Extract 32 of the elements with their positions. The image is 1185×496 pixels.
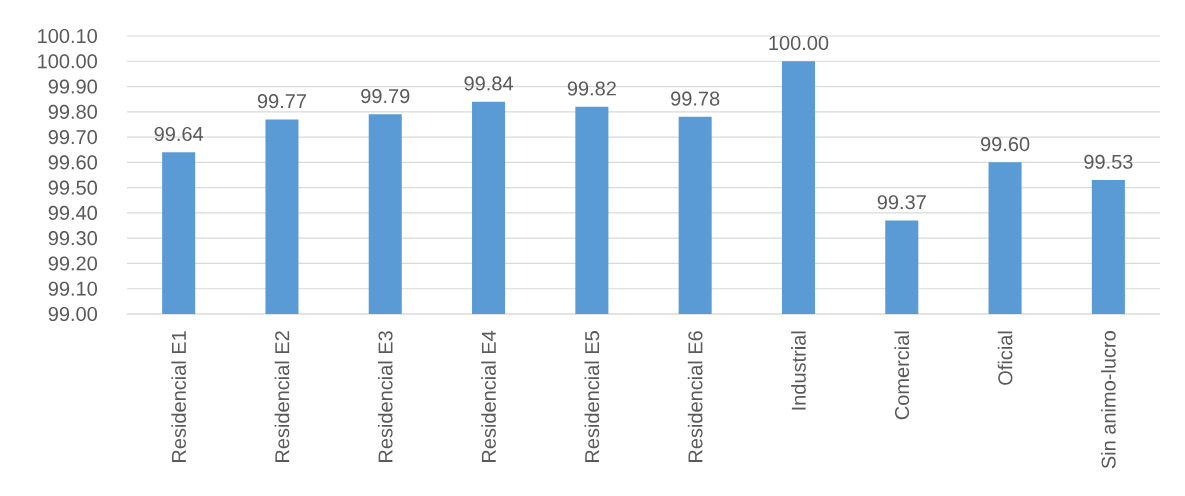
x-tick-label: Industrial [791,331,806,410]
x-tick-label: Residencial E3 [377,331,393,462]
data-label: 99.64 [154,126,204,142]
data-label: 99.53 [1084,154,1133,169]
x-tick-label: Residencial E1 [171,331,186,462]
data-label: 100.00 [769,35,829,51]
data-label: 99.77 [257,94,306,109]
y-tick-label: 100.00 [38,54,98,69]
x-tick-label: Residencial E2 [274,331,290,462]
y-tick-label: 99.70 [48,130,98,145]
data-label: 99.84 [464,76,513,91]
x-tick-label: Sin animo-lucro [1101,331,1116,469]
data-label: 99.60 [980,137,1030,152]
y-tick-label: 99.90 [48,79,98,94]
y-tick-label: 99.40 [48,205,98,220]
y-tick-label: 99.50 [48,180,98,195]
data-label: 99.37 [877,195,926,210]
x-tick-label: Residencial E5 [584,331,600,462]
x-tick-label: Residencial E4 [481,330,496,462]
y-tick-label: 100.10 [38,28,98,44]
data-label: 99.82 [567,81,616,96]
y-tick-label: 99.10 [48,281,98,296]
data-label: 99.78 [671,91,720,106]
y-tick-label: 99.80 [48,104,98,119]
x-tick-label: Oficial [997,331,1013,385]
x-tick-label: Residencial E6 [687,331,703,462]
data-label: 99.79 [361,88,410,104]
y-tick-label: 99.20 [48,256,98,271]
x-tick-label: Comercial [894,331,910,420]
y-tick-label: 99.00 [48,306,98,322]
y-tick-label: 99.30 [48,231,98,246]
y-tick-label: 99.60 [48,155,98,170]
